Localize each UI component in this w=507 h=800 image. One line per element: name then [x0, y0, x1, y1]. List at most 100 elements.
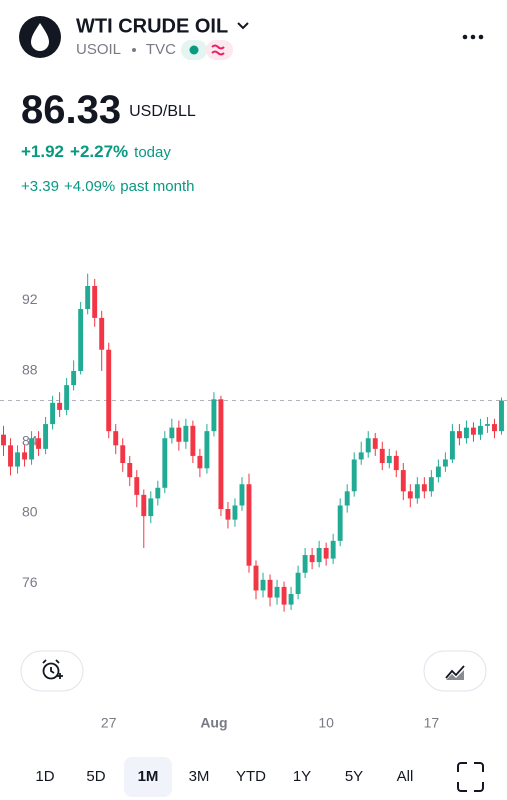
candle-body [407, 491, 413, 499]
candle-body [456, 431, 462, 439]
timeframe-label[interactable]: 5Y [345, 768, 363, 785]
candle-body [141, 494, 147, 517]
symbol-logo [19, 16, 61, 58]
x-tick-label: 27 [101, 715, 117, 731]
candle-body [323, 547, 329, 559]
y-tick-label: 92 [22, 291, 38, 307]
candle-body [155, 487, 161, 499]
candle-body [337, 505, 343, 541]
timeframe-button[interactable]: All [397, 768, 414, 785]
change-abs: +1.92 [21, 142, 64, 161]
candle-body [477, 425, 483, 435]
candle-body [435, 466, 441, 478]
candle-body [29, 438, 35, 460]
change-pct: +2.27% [70, 142, 128, 161]
candle-body [344, 491, 350, 506]
candle-body [50, 402, 56, 425]
candle-body [57, 402, 63, 410]
candle-body [211, 399, 217, 432]
candle-body [260, 579, 266, 591]
candle-body [281, 586, 287, 605]
symbol-title[interactable]: WTI CRUDE OIL [76, 15, 228, 37]
candle-body [274, 586, 280, 598]
x-tick-label: 10 [318, 715, 334, 731]
change-month: +3.39 +4.09% past month [21, 178, 194, 195]
fullscreen-button[interactable] [457, 762, 484, 792]
candle-body [218, 399, 224, 510]
candle-body [197, 455, 203, 469]
y-tick-label: 80 [22, 503, 38, 519]
candle-body [421, 484, 427, 492]
candle-body [267, 579, 273, 598]
timeframe-label[interactable]: 5D [86, 768, 105, 785]
y-tick-label: 76 [22, 574, 38, 590]
candle-body [393, 455, 399, 471]
candle-body [288, 593, 294, 605]
candle-body [358, 452, 364, 460]
candle-body [1, 434, 6, 446]
candle-body [204, 431, 210, 469]
timeframe-button[interactable]: 1M [124, 757, 172, 797]
status-badges [181, 40, 233, 60]
change-period: today [134, 144, 171, 161]
timeframe-button[interactable]: 1Y [293, 768, 311, 785]
price-unit: USD/BLL [129, 103, 196, 120]
timeframe-selected [124, 757, 172, 797]
change-today: +1.92 +2.27% today [21, 142, 171, 161]
candle-body [414, 484, 420, 499]
exchange: TVC [146, 41, 176, 58]
candle-body [134, 477, 140, 495]
candle-body [386, 455, 392, 464]
candle-body [190, 425, 196, 456]
candle-body [148, 498, 154, 517]
candle-body [295, 572, 301, 594]
candle-body [183, 425, 189, 442]
month-pct: +4.09% [64, 178, 115, 195]
candle-body [71, 370, 77, 386]
timeframe-label[interactable]: All [397, 768, 414, 785]
candle-body [309, 555, 315, 563]
timeframe-button[interactable]: 3M [189, 768, 210, 785]
candle-body [492, 424, 497, 432]
candle-body [470, 427, 476, 435]
separator-dot [132, 48, 136, 52]
alert-button[interactable] [20, 650, 84, 692]
x-tick-label: 17 [424, 715, 440, 731]
more-menu[interactable] [462, 34, 484, 40]
timeframe-label[interactable]: 1D [35, 768, 54, 785]
candle-body [232, 505, 238, 520]
candle-body [78, 309, 84, 371]
candle-body [351, 459, 357, 492]
timeframe-label[interactable]: 3M [189, 768, 210, 785]
timeframe-button[interactable]: 5Y [345, 768, 363, 785]
candle-body [463, 427, 469, 439]
y-tick-label: 88 [22, 362, 38, 378]
candle-body [22, 452, 28, 460]
title-chevron[interactable] [237, 22, 249, 30]
candle-body [379, 448, 385, 464]
candle-body [64, 385, 70, 410]
timeframe-label[interactable]: 1M [138, 768, 159, 785]
timeframe-button[interactable]: 1D [35, 768, 54, 785]
symbol: USOIL [76, 41, 121, 58]
candle-body [485, 424, 490, 426]
candle-body [330, 540, 336, 559]
candlestick-chart[interactable]: 768084889227Aug1017 [0, 273, 507, 731]
timeframe-button[interactable]: 5D [86, 768, 105, 785]
x-tick-label: Aug [200, 715, 227, 731]
candle-body [85, 286, 91, 310]
candle-body [372, 438, 378, 449]
candle-body [169, 427, 175, 439]
candle-body [316, 547, 322, 563]
chart-type-button[interactable] [423, 650, 487, 692]
candle-body [499, 400, 504, 432]
timeframe-label[interactable]: YTD [236, 768, 266, 785]
timeframe-button[interactable]: YTD [236, 768, 266, 785]
candle-body [253, 565, 259, 591]
candle-body [428, 477, 434, 492]
timeframe-label[interactable]: 1Y [293, 768, 311, 785]
candle-body [92, 286, 98, 318]
candle-body [246, 484, 252, 566]
candle-body [442, 459, 448, 467]
price-row: 86.33 USD/BLL [21, 88, 196, 132]
